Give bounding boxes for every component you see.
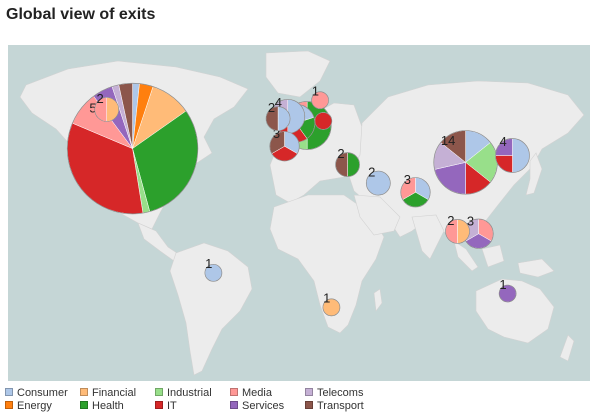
pie-outline <box>265 106 291 132</box>
cluster-pie[interactable]: 3 <box>269 126 300 162</box>
legend: Consumer Energy Financial Health Industrial I… <box>5 387 600 413</box>
japan <box>525 152 543 196</box>
legend-label: Services <box>242 400 285 412</box>
sumatra <box>453 240 479 272</box>
pie-outline <box>365 170 391 196</box>
pie-outline <box>400 177 431 208</box>
pie-outline <box>311 91 329 110</box>
cluster-count: 1 <box>499 277 506 292</box>
cluster-pie[interactable]: 2 <box>335 146 360 178</box>
pie-outline <box>269 131 300 162</box>
legend-item-it[interactable]: IT <box>155 400 177 412</box>
legend-item-media[interactable]: Media <box>230 387 272 399</box>
cluster-pie[interactable]: 2 <box>265 100 291 132</box>
map-canvas[interactable]: 5914544333222221111 <box>8 45 590 381</box>
legend-swatch <box>80 401 88 409</box>
legend-label: Media <box>242 387 272 399</box>
cluster-count: 2 <box>337 146 344 161</box>
india <box>411 214 445 260</box>
cluster-pie[interactable]: 1 <box>498 277 517 303</box>
borneo <box>481 244 505 268</box>
pie-outline <box>495 138 530 173</box>
new-zealand <box>559 334 575 362</box>
legend-swatch <box>80 388 88 396</box>
cluster-count: 3 <box>404 172 411 187</box>
greenland <box>265 50 331 98</box>
legend-swatch <box>230 401 238 409</box>
cluster-count: 1 <box>312 84 319 99</box>
legend-swatch <box>305 388 313 396</box>
pie-outline <box>66 82 199 215</box>
pie-outline <box>204 263 223 282</box>
cluster-count: 1 <box>323 291 330 306</box>
cluster-count: 2 <box>96 91 103 106</box>
pie-outline <box>94 97 120 122</box>
cluster-pie[interactable]: 2 <box>365 164 391 196</box>
cluster-pie[interactable]: 3 <box>400 172 431 208</box>
cluster-count: 2 <box>268 100 275 115</box>
legend-swatch <box>5 388 13 396</box>
south-america <box>169 242 253 376</box>
pie-outline <box>445 219 470 244</box>
legend-label: Industrial <box>167 387 212 399</box>
legend-label: Financial <box>92 387 137 399</box>
cluster-count: 4 <box>275 95 282 110</box>
legend-swatch <box>305 401 313 409</box>
cluster-pie[interactable] <box>314 112 333 130</box>
legend-swatch <box>155 388 163 396</box>
cluster-count: 1 <box>205 256 212 271</box>
world-map[interactable]: 5914544333222221111 <box>8 45 590 381</box>
cluster-count: 2 <box>368 164 375 179</box>
pie-outline <box>314 112 333 130</box>
legend-item-transport[interactable]: Transport <box>305 400 364 412</box>
cluster-pie[interactable]: 59 <box>66 82 199 215</box>
cluster-pie[interactable]: 4 <box>495 134 530 173</box>
cluster-count: 3 <box>273 126 280 141</box>
legend-swatch <box>155 401 163 409</box>
legend-label: Consumer <box>17 387 68 399</box>
central-america <box>137 222 181 262</box>
page-title: Global view of exits <box>6 6 156 23</box>
legend-swatch <box>5 401 13 409</box>
legend-label: IT <box>167 400 177 412</box>
madagascar <box>373 288 383 312</box>
pie-outline <box>498 284 517 303</box>
legend-item-industrial[interactable]: Industrial <box>155 387 212 399</box>
cluster-pie[interactable]: 14 <box>433 130 498 195</box>
legend-item-health[interactable]: Health <box>80 400 124 412</box>
legend-item-telecoms[interactable]: Telecoms <box>305 387 363 399</box>
cluster-count: 3 <box>467 214 474 229</box>
legend-swatch <box>230 388 238 396</box>
new-guinea <box>517 258 555 278</box>
cluster-pie[interactable]: 2 <box>94 91 120 122</box>
cluster-pie[interactable]: 1 <box>204 256 223 282</box>
legend-label: Energy <box>17 400 52 412</box>
legend-item-energy[interactable]: Energy <box>5 400 52 412</box>
cluster-pie[interactable]: 2 <box>445 213 470 244</box>
legend-label: Telecoms <box>317 387 364 399</box>
legend-label: Transport <box>317 400 364 412</box>
cluster-pie[interactable]: 1 <box>311 84 329 110</box>
cluster-pie[interactable]: 3 <box>463 214 494 249</box>
cluster-pie[interactable]: 1 <box>322 291 341 317</box>
legend-label: Health <box>92 400 124 412</box>
cluster-layer[interactable]: 5914544333222221111 <box>66 82 530 317</box>
cluster-count: 14 <box>441 133 455 148</box>
legend-item-services[interactable]: Services <box>230 400 284 412</box>
cluster-count: 4 <box>500 134 507 149</box>
legend-item-consumer[interactable]: Consumer <box>5 387 68 399</box>
legend-item-financial[interactable]: Financial <box>80 387 136 399</box>
arabia <box>353 194 401 236</box>
pie-outline <box>322 298 341 317</box>
australia <box>475 278 555 344</box>
pie-outline <box>335 152 360 178</box>
cluster-count: 2 <box>447 213 454 228</box>
